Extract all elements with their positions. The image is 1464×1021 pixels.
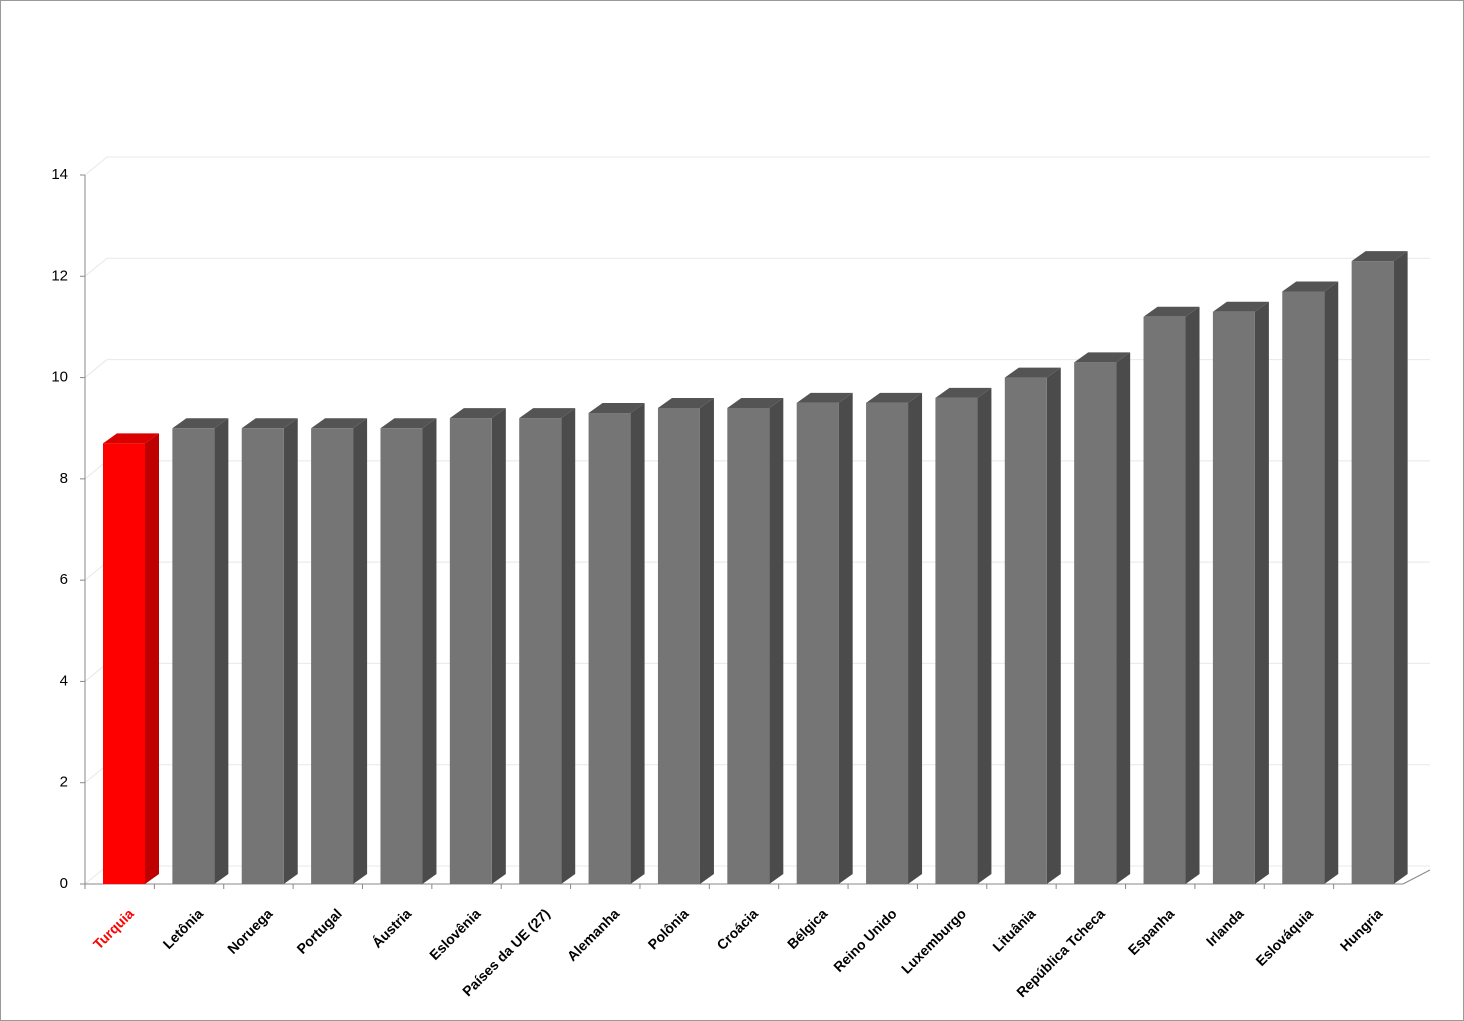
bar-top [1004, 367, 1061, 378]
y-tick-label: 0 [60, 875, 68, 892]
bar-side [283, 418, 298, 884]
y-tick-label: 6 [60, 571, 68, 588]
bar [449, 418, 492, 884]
bar [1212, 311, 1255, 884]
bar [519, 418, 562, 884]
bar-side [908, 392, 923, 884]
bar [657, 407, 700, 884]
bar-side [977, 387, 992, 884]
bar-top [1212, 301, 1269, 312]
x-axis [1402, 869, 1431, 885]
bar-top [588, 403, 645, 414]
bar-side [1254, 301, 1269, 884]
bar [1004, 377, 1047, 884]
bar-side [491, 408, 506, 884]
bar [1282, 291, 1325, 884]
bar-side [145, 433, 159, 884]
y-tick-label: 4 [60, 672, 68, 689]
bar [1351, 261, 1394, 884]
bar [588, 413, 631, 884]
bar-side [561, 408, 576, 884]
bar [866, 402, 909, 884]
bar [241, 428, 284, 884]
bar-side [838, 392, 853, 884]
bar-top [1143, 306, 1200, 317]
bar-side [353, 418, 368, 884]
bar-side [422, 418, 437, 884]
y-tick-label: 8 [60, 470, 68, 487]
bar-top [657, 397, 714, 408]
bar-side [769, 397, 784, 884]
bar-top [519, 408, 576, 419]
bar-top [241, 418, 298, 429]
bar-side [1324, 281, 1339, 884]
y-tick-label: 14 [51, 166, 68, 183]
bar-top [866, 392, 923, 403]
bar-side [1046, 367, 1061, 885]
y-tick-label: 2 [60, 774, 68, 791]
bar-top [1351, 251, 1408, 262]
bar [103, 443, 145, 884]
bar [1143, 316, 1186, 884]
grid-line [84, 359, 108, 378]
bar [1074, 362, 1117, 885]
bar [380, 428, 423, 884]
bar-side [214, 418, 229, 884]
bar-top [1074, 352, 1131, 363]
bar [727, 407, 770, 884]
bar-top [103, 433, 159, 444]
bar [796, 402, 839, 884]
grid-line [84, 257, 108, 277]
bar-side [1185, 306, 1200, 884]
bar [311, 428, 354, 884]
bar-top [727, 397, 784, 408]
bar [935, 397, 978, 884]
bar-top [172, 418, 229, 429]
y-tick-label: 10 [51, 369, 68, 386]
bar-side [1116, 352, 1131, 885]
bar-top [1282, 281, 1339, 292]
bar-top [311, 418, 368, 429]
bar-top [380, 418, 437, 429]
bar-side [1393, 251, 1408, 885]
bar-side [699, 397, 714, 884]
bar-top [796, 392, 853, 403]
bar-top [935, 387, 992, 398]
grid-line [84, 156, 108, 176]
bar [172, 428, 215, 884]
bar-top [449, 408, 506, 419]
bar-side [630, 403, 645, 884]
y-tick-label: 12 [51, 267, 68, 284]
